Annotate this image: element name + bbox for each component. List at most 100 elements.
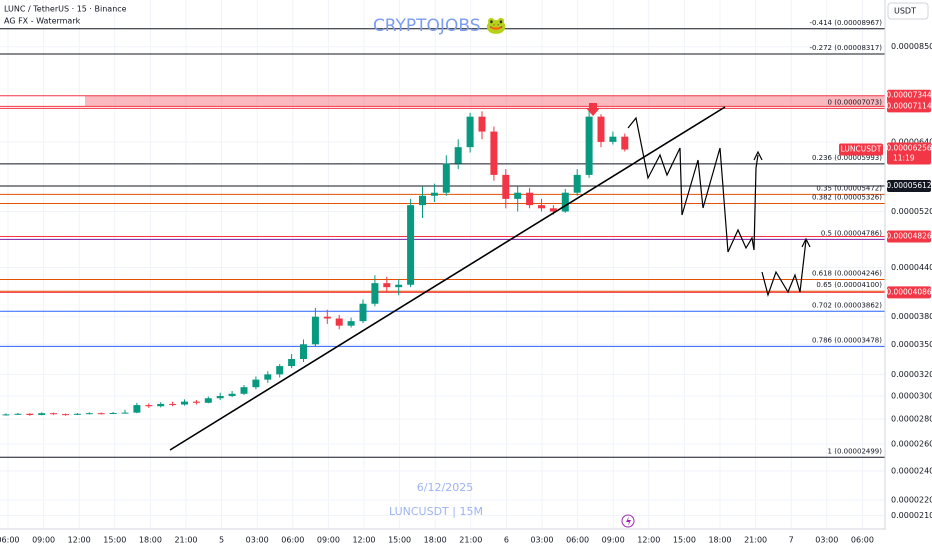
candle-body <box>145 405 153 407</box>
candle-body <box>288 358 296 367</box>
price-box <box>887 286 931 299</box>
x-tick-label: 09:00 <box>602 536 625 545</box>
x-tick-label: 06:00 <box>281 536 304 545</box>
candle-body <box>323 316 331 319</box>
x-tick-label: 06:00 <box>566 536 589 545</box>
candle-body <box>2 414 10 416</box>
price-box <box>887 230 931 243</box>
candle-body <box>97 413 105 415</box>
fib-label: 0.382 (0.00005326) <box>812 193 882 201</box>
candle-body <box>240 387 248 394</box>
x-tick-label: 03:00 <box>530 536 553 545</box>
candle-body <box>169 403 177 405</box>
current-price-box <box>887 142 931 165</box>
fib-label: 0.786 (0.00003478) <box>812 336 882 344</box>
fib-label: -0.272 (0.00008317) <box>809 44 882 52</box>
candle-body <box>204 398 212 403</box>
candle-body <box>216 396 224 399</box>
fib-label: 0.65 (0.00004100) <box>816 281 882 289</box>
x-tick-label: 21:00 <box>744 536 767 545</box>
currency-label[interactable]: USDT <box>894 7 916 16</box>
trend-line <box>169 106 726 451</box>
candle-body <box>490 131 498 175</box>
candle-body <box>181 401 188 405</box>
candle-body <box>609 136 617 142</box>
x-tick-label: 06:00 <box>851 536 874 545</box>
x-tick-label: 18:00 <box>139 536 162 545</box>
x-tick-label: 09:00 <box>317 536 340 545</box>
candle-body <box>228 393 236 397</box>
x-tick-label: 12:00 <box>352 536 375 545</box>
chart-title: LUNC / TetherUS · 15 · Binance <box>4 5 127 14</box>
fib-label: 0 (0.00007073) <box>828 98 883 106</box>
candle-body <box>252 379 260 388</box>
candle-body <box>478 116 486 132</box>
candle-body <box>621 136 629 150</box>
price-box-label: 0.00007344 <box>886 91 932 100</box>
y-tick-label: 0.00002100 <box>891 511 932 520</box>
candle-body <box>300 344 307 359</box>
candle-body <box>454 147 462 164</box>
current-price-tag <box>839 143 883 156</box>
symbol-label: LUNCUSDT | 15M <box>389 505 483 518</box>
x-tick-label: 6 <box>504 536 509 545</box>
x-tick-label: 12:00 <box>637 536 660 545</box>
candle-body <box>442 163 450 193</box>
candle-body <box>573 174 581 193</box>
candle-body <box>73 413 81 415</box>
x-tick-label: 06:00 <box>0 536 20 545</box>
candle-body <box>62 414 69 416</box>
fib-zone <box>85 95 885 107</box>
candle-body <box>502 174 510 199</box>
candle-body <box>347 321 355 326</box>
projection-path <box>761 239 807 298</box>
down-marker <box>586 103 600 116</box>
candle-body <box>85 413 93 415</box>
x-tick-label: 15:00 <box>103 536 126 545</box>
candle-body <box>549 208 557 212</box>
projection-arrow <box>753 150 763 161</box>
price-box <box>887 89 931 102</box>
price-box-label: 0.00004826 <box>886 232 932 241</box>
fib-label: 0.35 (0.00005472) <box>816 184 882 192</box>
candle-body <box>538 205 545 209</box>
candle-body <box>335 318 343 326</box>
x-tick-label: 5 <box>219 536 224 545</box>
candle-body <box>585 116 593 175</box>
currency-button[interactable] <box>887 2 929 20</box>
x-tick-label: 7 <box>789 536 794 545</box>
x-tick-label: 03:00 <box>246 536 269 545</box>
price-box <box>887 179 931 192</box>
candle-body <box>50 413 58 415</box>
candle-body <box>133 405 141 413</box>
x-tick-label: 03:00 <box>815 536 838 545</box>
current-symbol: LUNCUSDT <box>841 145 882 154</box>
fib-label: 0.236 (0.00005993) <box>812 154 882 162</box>
x-tick-label: 18:00 <box>708 536 731 545</box>
x-tick-label: 09:00 <box>32 536 55 545</box>
candles <box>2 108 629 416</box>
candle-body <box>14 413 22 415</box>
candle-body <box>192 401 200 403</box>
grid <box>0 0 885 528</box>
candle-body <box>597 116 605 142</box>
price-box <box>887 100 931 113</box>
candle-body <box>514 192 522 199</box>
current-price-label: 0.00006256 <box>886 144 932 153</box>
candle-body <box>383 283 391 288</box>
candle-body <box>561 192 569 212</box>
candle-body <box>276 366 284 375</box>
candle-body <box>264 374 272 380</box>
